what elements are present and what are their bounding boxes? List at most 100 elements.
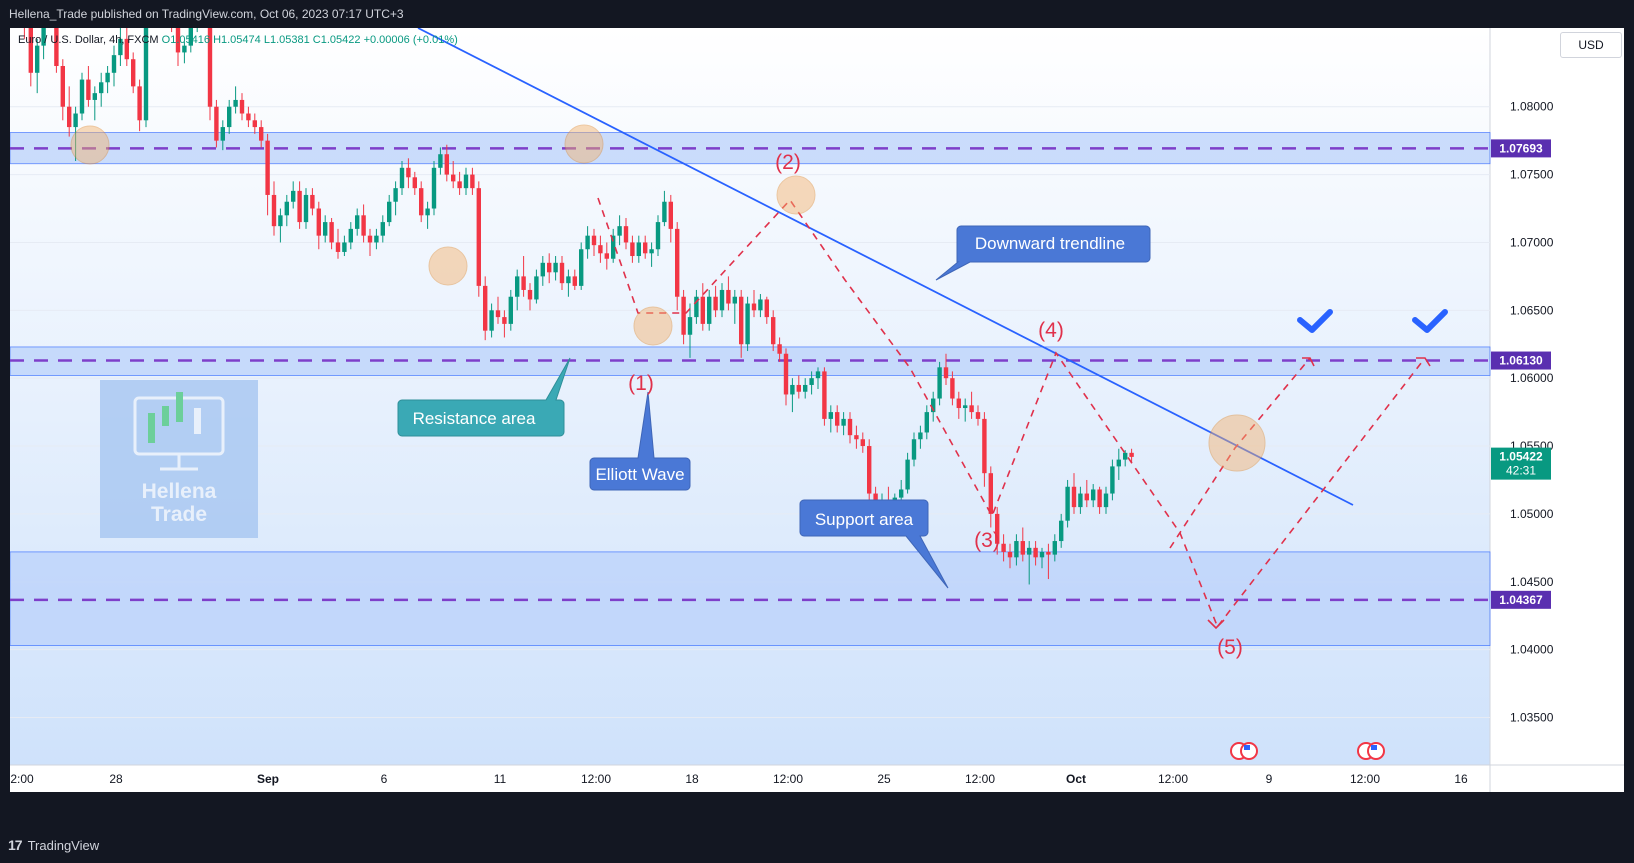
- candle-body: [860, 439, 865, 447]
- candle-body: [1014, 541, 1019, 558]
- chart-area[interactable]: 1.08000 1.07500 1.07000 1.06500 1.06000 1.055…: [9, 0, 1624, 828]
- price-tick-label: 1.07000: [1510, 235, 1554, 249]
- price-tick-label: 1.08000: [1510, 100, 1554, 114]
- wave-label-2: (2): [775, 151, 801, 174]
- watermark-line2: Trade: [151, 503, 207, 526]
- wave-arrowhead: [1207, 619, 1225, 630]
- candle-body: [867, 446, 872, 494]
- time-tick-label: 18: [685, 772, 699, 786]
- candle-body: [438, 154, 443, 168]
- publication-header: Hellena_Trade published on TradingView.c…: [0, 0, 1634, 28]
- candle-body: [483, 285, 488, 331]
- candle-body: [1007, 551, 1013, 558]
- candle-body: [374, 235, 379, 243]
- zones-layer: [9, 132, 1491, 646]
- wave-label-1: (1): [628, 372, 654, 395]
- time-axis-background: [10, 765, 1624, 792]
- highlight-circle: [633, 306, 673, 346]
- candle-body: [655, 222, 661, 250]
- grid-lines: [10, 106, 1490, 718]
- candle-body: [796, 384, 801, 392]
- us-flag-icon[interactable]: [1357, 742, 1385, 760]
- highlight-circle: [564, 124, 604, 164]
- candle-body: [175, 25, 181, 53]
- callout-downward-trendline-text: Downward trendline: [975, 234, 1125, 253]
- candle-body: [271, 194, 277, 227]
- price-axis[interactable]: 1.080001.075001.070001.065001.060001.055…: [1491, 100, 1554, 725]
- candle-body: [649, 249, 654, 254]
- candle-body: [566, 276, 571, 284]
- candle-body: [790, 384, 795, 395]
- price-tick-label: 1.06500: [1510, 303, 1554, 317]
- candle-body: [1027, 547, 1032, 555]
- candle-body: [444, 154, 449, 175]
- time-tick-label: 16: [1454, 772, 1468, 786]
- candle-body: [297, 190, 302, 223]
- candle-body: [771, 317, 776, 345]
- candle-body: [1059, 520, 1064, 542]
- callout-downward-trendline[interactable]: Downward trendline: [935, 225, 1151, 281]
- us-flag-icon[interactable]: [1230, 742, 1258, 760]
- chart-svg[interactable]: 1.080001.075001.070001.065001.060001.055…: [9, 0, 1624, 828]
- candle-body: [963, 405, 968, 409]
- callout-resistance-area[interactable]: Resistance area: [397, 357, 571, 437]
- projection-path-up: [1169, 357, 1311, 549]
- candle-body: [604, 253, 609, 259]
- candle-body: [387, 201, 392, 223]
- candle-body: [111, 55, 117, 73]
- candle-body: [105, 72, 110, 83]
- callout-support-area-text: Support area: [815, 510, 914, 529]
- watermark-candle-icon: [148, 413, 155, 443]
- time-tick-label: 12:00: [581, 772, 611, 786]
- price-tick-label: 1.05000: [1510, 507, 1554, 521]
- candle-body: [995, 513, 1000, 544]
- tradingview-logo[interactable]: 17 TradingView: [8, 828, 99, 863]
- price-label-box: [1491, 139, 1551, 158]
- watermark-candle-icon: [176, 392, 183, 422]
- candle-body: [380, 222, 385, 236]
- candle-body: [1039, 551, 1045, 558]
- candle-body: [700, 296, 705, 324]
- candle-body: [982, 418, 987, 474]
- price-label-text: 1.07693: [1499, 141, 1543, 155]
- projection-arrowhead: [1302, 357, 1315, 367]
- watermark-logo: Hellena Trade: [100, 380, 258, 538]
- legend-close: C1.05422: [312, 34, 361, 46]
- price-label-text: 1.04367: [1499, 593, 1543, 607]
- candle-body: [86, 79, 91, 100]
- price-tick-label: 1.03500: [1510, 710, 1554, 724]
- currency-button[interactable]: USD: [1560, 32, 1622, 58]
- candle-body: [726, 289, 731, 304]
- candle-body: [335, 242, 341, 252]
- callout-elliott-wave[interactable]: Elliott Wave: [589, 391, 691, 491]
- us-flag-icon: [1371, 745, 1377, 750]
- symbol-legend: Euro / U.S. Dollar, 4h, FXCM O1.05416 H1…: [18, 34, 458, 46]
- time-tick-label: 6: [381, 772, 388, 786]
- candle-body: [636, 242, 641, 257]
- candle-body: [143, 11, 149, 121]
- candle-body: [835, 412, 840, 426]
- candle-body: [60, 66, 65, 107]
- candle-body: [399, 167, 405, 189]
- candle-body: [1033, 547, 1038, 558]
- candle-body: [815, 371, 821, 379]
- candle-body: [92, 93, 97, 100]
- candle-body: [559, 262, 565, 284]
- price-tick-label: 1.06000: [1510, 371, 1554, 385]
- candle-body: [764, 299, 769, 318]
- candle-body: [854, 435, 859, 440]
- candle-body: [252, 120, 257, 128]
- candle-body: [1116, 459, 1121, 467]
- candle-body: [99, 82, 104, 94]
- watermark-line1: Hellena: [142, 480, 217, 503]
- candle-body: [303, 194, 309, 223]
- candle-body: [515, 276, 520, 297]
- candle-body: [457, 181, 462, 189]
- candle-body: [687, 317, 693, 335]
- time-tick-label: 12:00: [773, 772, 803, 786]
- candle-body: [572, 276, 577, 286]
- callout-support-area[interactable]: Support area: [799, 499, 949, 589]
- tradingview-brand: TradingView: [27, 838, 100, 853]
- candle-body: [809, 378, 814, 385]
- time-axis[interactable]: 2:00 28 Sep 6 11 12:00 18 12:00 25 12:00 Oct 12:00 9…: [10, 772, 1468, 786]
